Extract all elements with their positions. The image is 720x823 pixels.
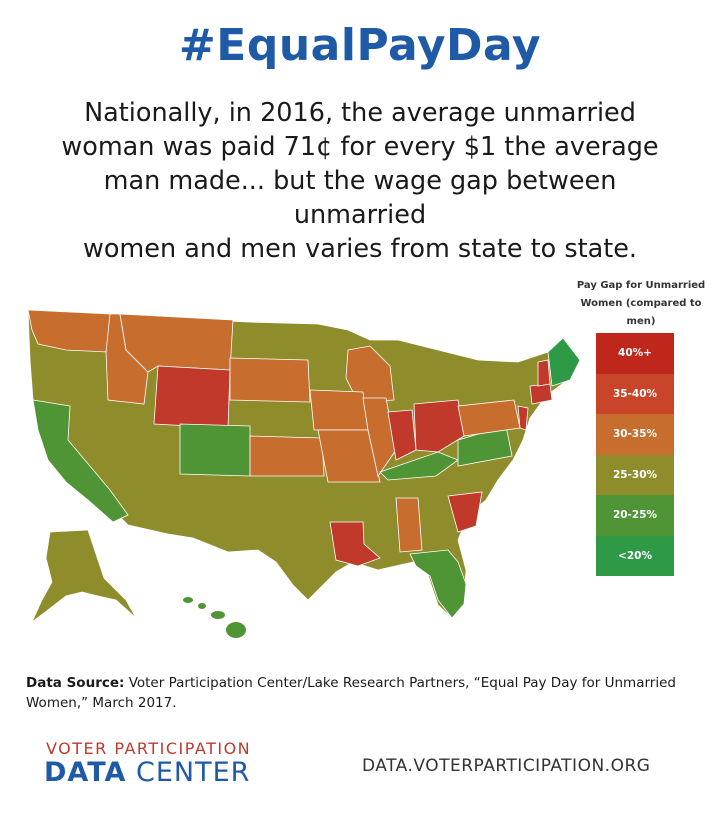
- subtitle: Nationally, in 2016, the average unmarri…: [50, 96, 670, 266]
- brand-center: CENTER: [126, 757, 251, 788]
- data-source: Data Source: Voter Participation Center/…: [26, 673, 696, 713]
- website-link[interactable]: DATA.VOTERPARTICIPATION.ORG: [362, 756, 651, 776]
- state-iowa: [309, 389, 369, 431]
- legend-item: 40%+: [596, 333, 674, 374]
- us-state-map: [27, 309, 581, 638]
- state-new-hampshire: [537, 359, 551, 387]
- legend-title-line: men): [626, 316, 656, 327]
- subtitle-line: Nationally, in 2016, the average unmarri…: [84, 98, 636, 128]
- legend-item: 35-40%: [596, 373, 674, 414]
- state-new-jersey: [517, 405, 529, 431]
- legend: 40%+ 35-40% 30-35% 25-30% 20-25% <20%: [596, 333, 674, 576]
- legend-item: <20%: [596, 535, 674, 576]
- state-alaska: [31, 529, 137, 623]
- state-florida: [409, 549, 467, 619]
- state-wyoming: [153, 365, 231, 429]
- legend-item: 30-35%: [596, 414, 674, 455]
- state-missouri: [317, 429, 381, 483]
- state-illinois: [362, 397, 397, 477]
- subtitle-line: women and men varies from state to state…: [82, 234, 638, 264]
- state-ohio: [413, 399, 465, 453]
- state-colorado: [179, 423, 251, 477]
- state-louisiana: [329, 521, 381, 567]
- legend-title-line: Women (compared to: [580, 298, 702, 309]
- state-hawaii: [183, 597, 246, 638]
- state-kansas: [249, 435, 325, 477]
- state-wisconsin: [345, 345, 395, 403]
- source-text: Voter Participation Center/Lake Research…: [26, 675, 676, 711]
- state-california: [32, 399, 129, 523]
- state-kentucky: [379, 451, 459, 481]
- brand-data: DATA: [44, 757, 127, 788]
- state-south-carolina: [447, 491, 483, 533]
- brand-top: VOTER PARTICIPATION: [46, 739, 252, 758]
- subtitle-line: man made... but the wage gap between unm…: [103, 166, 617, 230]
- brand-bottom: DATA CENTER: [44, 757, 250, 788]
- state-south-dakota: [229, 357, 311, 403]
- legend-item: 20-25%: [596, 495, 674, 536]
- legend-title-line: Pay Gap for Unmarried: [576, 280, 706, 291]
- state-maine: [547, 337, 581, 387]
- legend-item: 25-30%: [596, 454, 674, 495]
- subtitle-line: woman was paid 71¢ for every $1 the aver…: [61, 132, 659, 162]
- page-title: #EqualPayDay: [178, 20, 542, 71]
- state-alabama: [395, 497, 423, 553]
- legend-title: Pay Gap for Unmarried Women (compared to…: [566, 277, 716, 331]
- source-label: Data Source:: [26, 675, 125, 691]
- state-massachusetts: [529, 383, 553, 405]
